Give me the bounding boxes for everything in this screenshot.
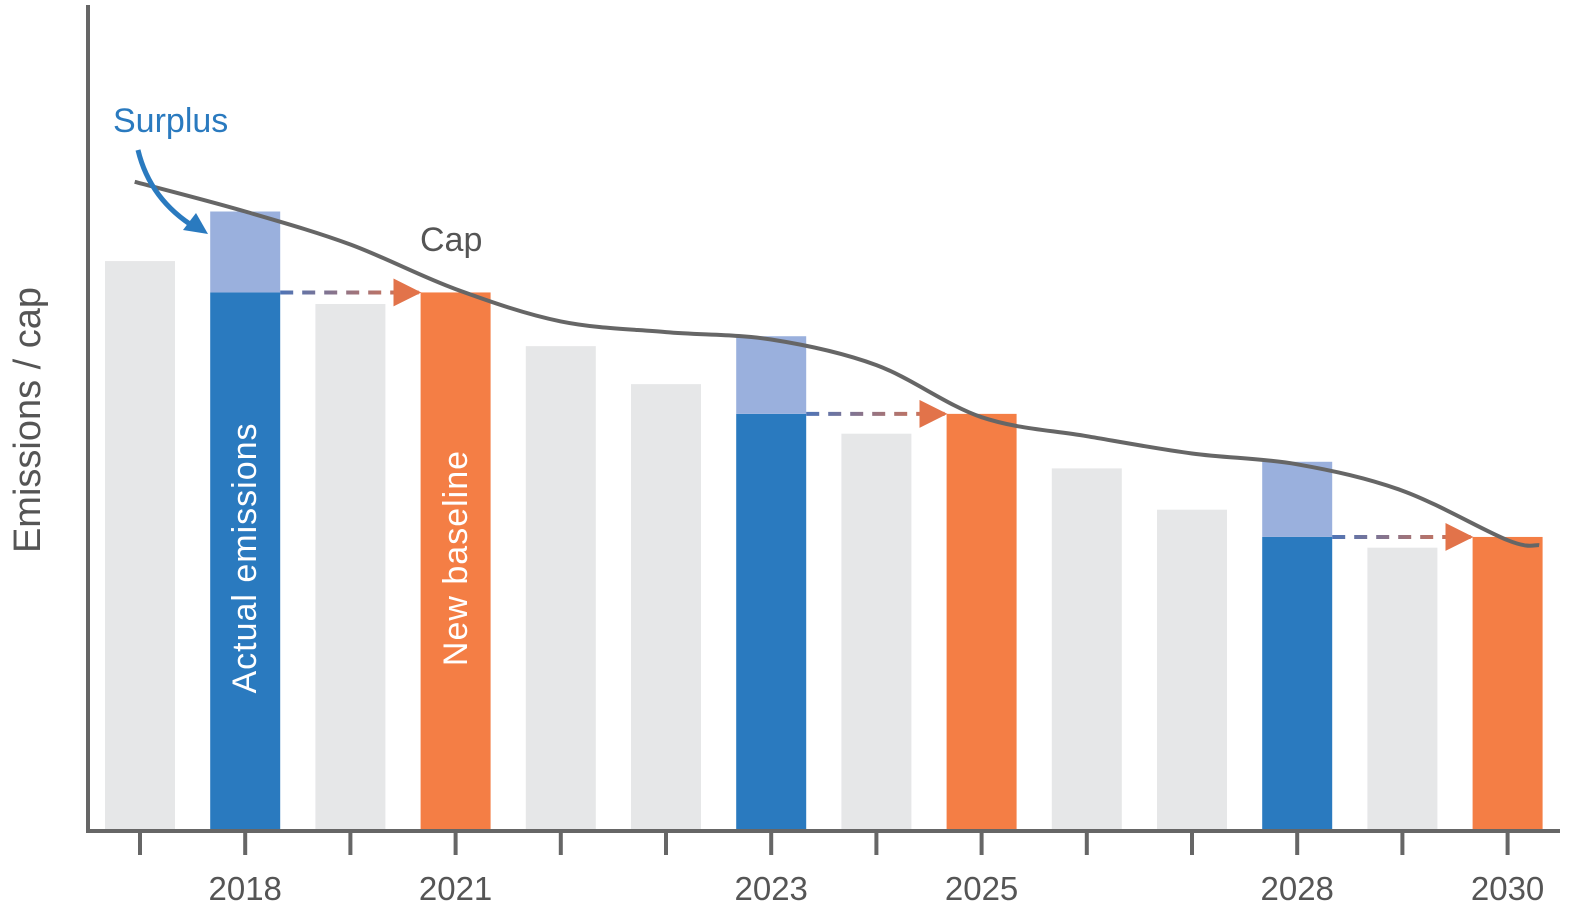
x-axis-ticks: 2018 2021 2023 2025 2028 2030 (140, 831, 1544, 907)
bar-surplus (210, 212, 280, 293)
bars (105, 212, 1543, 832)
bar-other (1367, 548, 1437, 831)
bar-actual (736, 414, 806, 831)
x-tick-label: 2030 (1471, 870, 1544, 907)
bar-baseline (947, 414, 1017, 831)
bar-other (526, 346, 596, 831)
bar-surplus (1262, 462, 1332, 537)
bar-other (841, 434, 911, 831)
x-tick-label: 2028 (1260, 870, 1333, 907)
x-tick-label: 2023 (734, 870, 807, 907)
x-tick-label: 2018 (208, 870, 281, 907)
bar-other (315, 304, 385, 831)
axes (86, 5, 1560, 832)
bar-other (1157, 510, 1227, 831)
surplus-label: Surplus (113, 102, 228, 140)
bar-other (105, 261, 175, 831)
x-tick-label: 2021 (419, 870, 492, 907)
bar-surplus (736, 336, 806, 414)
bar-other (631, 384, 701, 831)
new-baseline-label: New baseline (437, 450, 475, 666)
bar-actual (1262, 537, 1332, 831)
actual-emissions-label: Actual emissions (226, 422, 264, 693)
bar-baseline (1473, 537, 1543, 831)
bar-other (1052, 468, 1122, 831)
x-tick-label: 2025 (945, 870, 1018, 907)
cap-label: Cap (420, 221, 482, 259)
y-axis-label: Emissions / cap (7, 287, 49, 553)
